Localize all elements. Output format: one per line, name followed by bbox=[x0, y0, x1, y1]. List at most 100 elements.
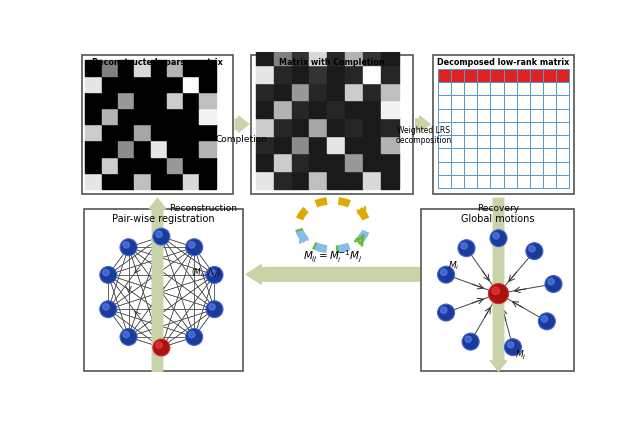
Bar bbox=[490, 122, 504, 135]
Circle shape bbox=[123, 241, 129, 248]
Bar bbox=[118, 124, 134, 140]
Circle shape bbox=[548, 278, 554, 285]
Bar bbox=[464, 82, 477, 95]
Bar bbox=[134, 140, 150, 156]
Bar bbox=[363, 47, 381, 65]
Bar bbox=[543, 108, 556, 122]
Bar bbox=[292, 65, 309, 83]
Bar bbox=[183, 76, 199, 92]
Circle shape bbox=[490, 230, 507, 247]
Bar bbox=[309, 153, 327, 171]
Bar bbox=[438, 135, 451, 148]
Bar bbox=[504, 69, 516, 82]
Bar bbox=[543, 69, 556, 82]
Circle shape bbox=[189, 241, 195, 248]
Bar bbox=[118, 173, 134, 189]
Bar bbox=[490, 82, 504, 95]
Bar bbox=[134, 108, 150, 124]
Circle shape bbox=[462, 333, 479, 350]
Bar bbox=[274, 118, 292, 136]
FancyArrow shape bbox=[415, 116, 430, 133]
Bar bbox=[556, 135, 569, 148]
Bar bbox=[167, 92, 183, 108]
Bar bbox=[556, 175, 569, 188]
Bar bbox=[543, 82, 556, 95]
Bar bbox=[477, 82, 490, 95]
Bar bbox=[451, 82, 464, 95]
Bar bbox=[345, 65, 363, 83]
Bar bbox=[556, 95, 569, 108]
Bar bbox=[309, 136, 327, 153]
Circle shape bbox=[526, 243, 543, 260]
Bar bbox=[451, 135, 464, 148]
Bar bbox=[274, 100, 292, 118]
Bar bbox=[464, 135, 477, 148]
Circle shape bbox=[440, 269, 447, 276]
Circle shape bbox=[541, 316, 548, 322]
Bar bbox=[199, 173, 216, 189]
Bar bbox=[199, 124, 216, 140]
Bar bbox=[199, 156, 216, 173]
Bar bbox=[530, 175, 543, 188]
Bar bbox=[381, 83, 399, 100]
Bar bbox=[477, 148, 490, 162]
Bar bbox=[327, 171, 345, 189]
Circle shape bbox=[186, 328, 203, 346]
Bar bbox=[327, 118, 345, 136]
Bar bbox=[556, 148, 569, 162]
FancyArrow shape bbox=[235, 116, 249, 133]
Bar bbox=[274, 136, 292, 153]
Bar bbox=[381, 65, 399, 83]
Bar bbox=[490, 69, 504, 82]
Bar bbox=[530, 162, 543, 175]
Bar bbox=[464, 162, 477, 175]
Bar bbox=[309, 47, 327, 65]
Text: Recovery: Recovery bbox=[477, 204, 520, 213]
Bar bbox=[274, 171, 292, 189]
Bar bbox=[199, 140, 216, 156]
Bar bbox=[327, 136, 345, 153]
Bar bbox=[309, 65, 327, 83]
Bar bbox=[183, 92, 199, 108]
Bar bbox=[381, 136, 399, 153]
Bar bbox=[199, 76, 216, 92]
Bar bbox=[292, 136, 309, 153]
Bar bbox=[183, 124, 199, 140]
Circle shape bbox=[186, 239, 203, 256]
Bar bbox=[477, 175, 490, 188]
Bar bbox=[85, 76, 102, 92]
Bar bbox=[530, 82, 543, 95]
Circle shape bbox=[508, 342, 514, 348]
Bar bbox=[150, 60, 167, 76]
Bar bbox=[438, 69, 451, 82]
Bar bbox=[464, 108, 477, 122]
Bar bbox=[438, 82, 451, 95]
Circle shape bbox=[153, 339, 170, 356]
Bar bbox=[504, 135, 516, 148]
Bar bbox=[118, 76, 134, 92]
Bar bbox=[530, 122, 543, 135]
Bar bbox=[292, 100, 309, 118]
Circle shape bbox=[123, 331, 129, 338]
Bar bbox=[363, 83, 381, 100]
Bar bbox=[150, 92, 167, 108]
Text: Reconstruction: Reconstruction bbox=[169, 203, 237, 213]
Bar bbox=[504, 148, 516, 162]
Bar bbox=[464, 95, 477, 108]
Bar bbox=[438, 148, 451, 162]
Bar bbox=[504, 82, 516, 95]
Bar bbox=[309, 83, 327, 100]
Bar bbox=[451, 108, 464, 122]
Bar bbox=[292, 47, 309, 65]
Bar bbox=[250, 55, 413, 194]
Bar bbox=[85, 60, 102, 76]
Bar bbox=[438, 108, 451, 122]
Bar bbox=[134, 124, 150, 140]
Bar bbox=[150, 108, 167, 124]
Bar bbox=[309, 118, 327, 136]
Bar bbox=[84, 209, 243, 371]
Bar bbox=[256, 83, 274, 100]
Bar bbox=[167, 140, 183, 156]
Bar bbox=[256, 118, 274, 136]
Bar bbox=[543, 135, 556, 148]
